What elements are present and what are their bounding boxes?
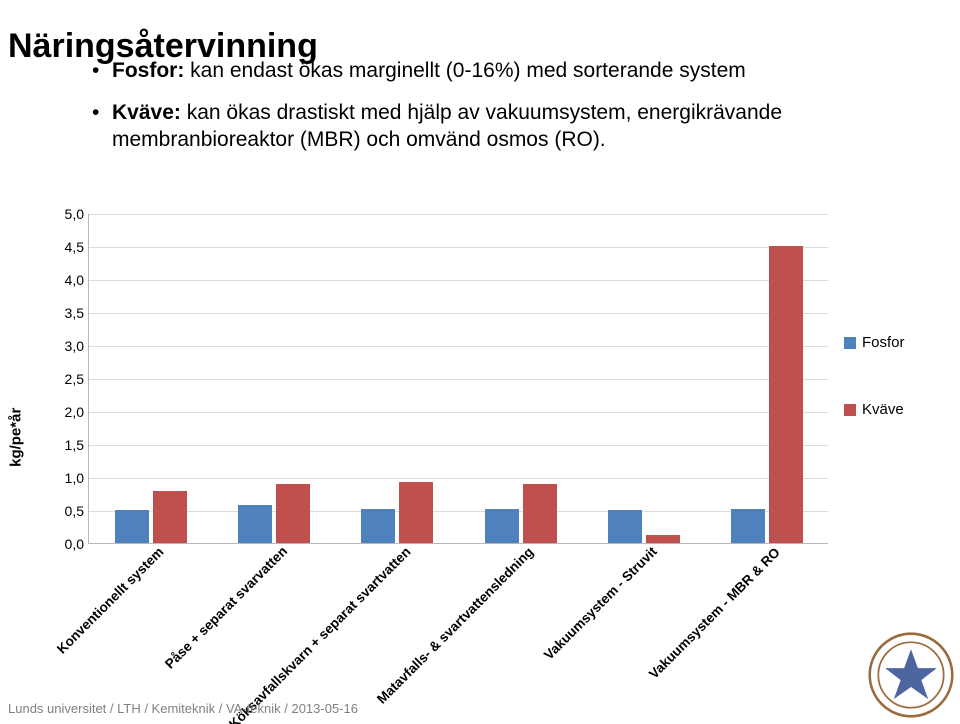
bar-group bbox=[361, 214, 433, 543]
gridline bbox=[89, 280, 828, 281]
y-tick-label: 0,0 bbox=[42, 536, 84, 552]
footer-text: Lunds universitet / LTH / Kemiteknik / V… bbox=[8, 701, 358, 716]
x-tick-label: Påse + separat svarvatten bbox=[162, 544, 290, 672]
y-axis-label: kg/pe*år bbox=[8, 408, 25, 467]
bullet-rest: kan endast ökas marginellt (0-16%) med s… bbox=[184, 59, 745, 82]
bar bbox=[731, 509, 765, 543]
bullet-strong: Fosfor: bbox=[112, 59, 184, 82]
bar bbox=[399, 482, 433, 543]
y-tick-label: 0,5 bbox=[42, 503, 84, 519]
bullet-item: Fosfor: kan endast ökas marginellt (0-16… bbox=[92, 58, 872, 84]
y-tick-label: 2,0 bbox=[42, 404, 84, 420]
bar bbox=[115, 510, 149, 543]
x-tick-label: Vakuumsystem - Struvit bbox=[541, 544, 660, 663]
gridline bbox=[89, 346, 828, 347]
plot-area bbox=[88, 214, 828, 544]
legend-swatch bbox=[844, 404, 856, 416]
gridline bbox=[89, 445, 828, 446]
gridline bbox=[89, 412, 828, 413]
bar bbox=[769, 246, 803, 543]
bar bbox=[646, 535, 680, 543]
y-tick-label: 2,5 bbox=[42, 371, 84, 387]
y-tick-label: 3,5 bbox=[42, 305, 84, 321]
bar-group bbox=[731, 214, 803, 543]
bullet-rest: kan ökas drastiskt med hjälp av vakuumsy… bbox=[112, 101, 782, 150]
x-labels: Konventionellt systemPåse + separat svar… bbox=[88, 548, 828, 688]
bar bbox=[608, 510, 642, 543]
bar bbox=[276, 484, 310, 543]
x-tick-label: Konventionellt system bbox=[54, 544, 166, 656]
bar-chart: kg/pe*år 0,00,51,01,52,02,53,03,54,04,55… bbox=[22, 214, 916, 664]
gridline bbox=[89, 247, 828, 248]
y-tick-label: 3,0 bbox=[42, 338, 84, 354]
legend-item: Fosfor bbox=[844, 334, 905, 351]
bar-group bbox=[238, 214, 310, 543]
bullet-list: Fosfor: kan endast ökas marginellt (0-16… bbox=[92, 58, 872, 169]
bar bbox=[153, 491, 187, 543]
bar-group bbox=[115, 214, 187, 543]
legend-label: Kväve bbox=[862, 401, 904, 418]
y-tick-label: 1,0 bbox=[42, 470, 84, 486]
gridline bbox=[89, 214, 828, 215]
bar bbox=[523, 484, 557, 543]
y-ticks: 0,00,51,01,52,02,53,03,54,04,55,0 bbox=[42, 214, 84, 544]
bar bbox=[238, 505, 272, 543]
bar-group bbox=[608, 214, 680, 543]
y-tick-label: 5,0 bbox=[42, 206, 84, 222]
bullet-item: Kväve: kan ökas drastiskt med hjälp av v… bbox=[92, 100, 872, 153]
gridline bbox=[89, 478, 828, 479]
legend-item: Kväve bbox=[844, 401, 905, 418]
y-tick-label: 1,5 bbox=[42, 437, 84, 453]
bar bbox=[485, 509, 519, 543]
bar-group bbox=[485, 214, 557, 543]
x-tick-label: Vakuumsystem - MBR & RO bbox=[646, 544, 783, 681]
legend-swatch bbox=[844, 337, 856, 349]
gridline bbox=[89, 313, 828, 314]
bullet-strong: Kväve: bbox=[112, 101, 181, 124]
legend: Fosfor Kväve bbox=[844, 334, 905, 468]
university-seal-icon bbox=[868, 632, 954, 718]
y-tick-label: 4,0 bbox=[42, 272, 84, 288]
gridline bbox=[89, 511, 828, 512]
gridline bbox=[89, 379, 828, 380]
bar bbox=[361, 509, 395, 543]
y-tick-label: 4,5 bbox=[42, 239, 84, 255]
legend-label: Fosfor bbox=[862, 334, 905, 351]
